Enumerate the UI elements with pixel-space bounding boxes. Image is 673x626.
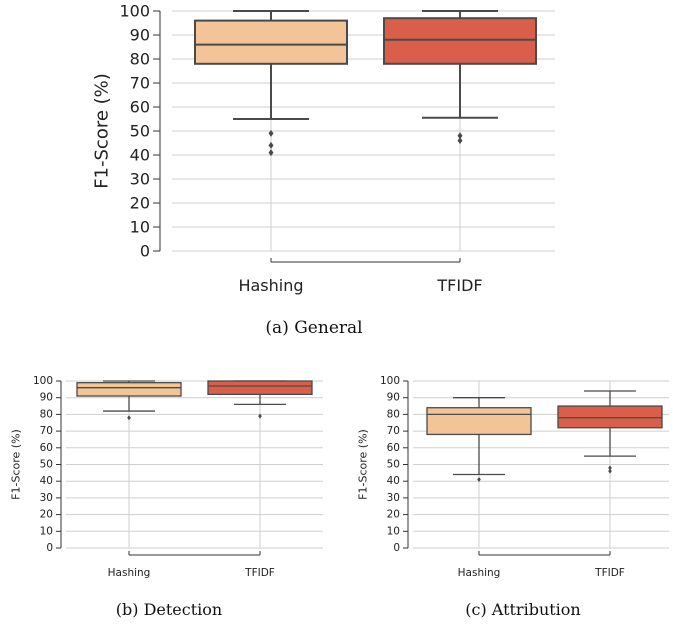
y-tick-label: 50 [130,122,150,141]
y-tick-label: 90 [130,26,150,45]
box-tfidf [207,380,313,419]
panel-general: 0 10 20 30 40 50 60 70 80 90 100 F1-Score (%) Hashin… [92,2,555,338]
outlier-point [457,132,463,140]
y-tick-label: 0 [140,242,150,261]
y-tick-label: 60 [387,442,400,454]
outlier-point [268,129,274,137]
x-tick-label: Hashing [238,276,303,295]
y-tick-label: 50 [40,459,53,471]
y-tick-label: 0 [393,542,400,554]
iqr-box [194,19,348,65]
y-tick-label: 30 [130,170,150,189]
outlier-point [127,415,131,421]
box-tfidf [383,10,537,145]
y-tick-label: 90 [40,392,53,404]
y-tick-label: 20 [387,509,400,521]
y-tick-label: 70 [40,425,53,437]
outlier-point [477,477,481,483]
outlier-point [268,149,274,157]
y-tick-label: 10 [387,525,400,537]
y-axis-label: F1-Score (%) [357,429,370,500]
panel-attribution: 0 10 20 30 40 50 60 70 80 90 100 F1-Score (%) Hashin… [357,375,669,619]
panel-detection: 0 10 20 30 40 50 60 70 80 90 100 F1-Score (%) Hashin… [10,375,323,619]
y-tick-label: 20 [40,509,53,521]
y-tick-label: 70 [130,74,150,93]
y-tick-label: 80 [387,408,400,420]
y-tick-label: 100 [33,375,53,387]
iqr-box [557,405,663,429]
outlier-point [268,141,274,149]
y-tick-label: 10 [130,218,150,237]
y-tick-label: 70 [387,425,400,437]
box-hashing [426,397,532,483]
y-tick-label: 40 [387,475,400,487]
outlier-point [608,468,612,474]
y-tick-label: 50 [387,459,400,471]
y-axis-label: F1-Score (%) [92,73,113,189]
y-tick-label: 100 [119,2,150,21]
outlier-point [608,465,612,471]
x-tick-label: Hashing [108,567,151,579]
x-tick-label: TFIDF [594,567,625,579]
y-tick-label: 100 [380,375,400,387]
y-tick-label: 30 [40,492,53,504]
y-axis-label: F1-Score (%) [10,429,23,500]
box-tfidf [557,390,663,474]
x-tick-label: TFIDF [436,276,482,295]
subfigure-caption: (c) Attribution [465,600,580,619]
outlier-point [457,137,463,145]
subfigure-caption: (a) General [265,318,362,338]
x-tick-label: TFIDF [244,567,275,579]
y-tick-label: 40 [130,146,150,165]
y-tick-label: 0 [46,542,53,554]
iqr-box [207,380,313,396]
y-tick-label: 40 [40,475,53,487]
x-tick-label: Hashing [458,567,501,579]
box-hashing [194,10,348,157]
y-tick-label: 80 [130,50,150,69]
y-tick-label: 60 [40,442,53,454]
iqr-box [426,407,532,436]
iqr-box [383,17,537,65]
y-tick-label: 30 [387,492,400,504]
y-tick-label: 20 [130,194,150,213]
iqr-box [76,382,182,397]
y-tick-label: 80 [40,408,53,420]
box-hashing [76,380,182,421]
y-tick-label: 60 [130,98,150,117]
y-tick-label: 10 [40,525,53,537]
subfigure-caption: (b) Detection [116,600,222,619]
y-tick-label: 90 [387,392,400,404]
outlier-point [258,413,262,419]
